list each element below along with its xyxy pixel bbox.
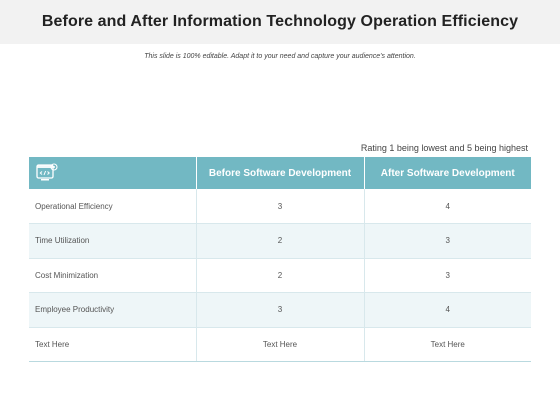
- table-row: Cost Minimization 2 3: [29, 258, 531, 293]
- after-value: 3: [363, 258, 531, 293]
- table-row: Time Utilization 2 3: [29, 223, 531, 259]
- before-value: 3: [195, 292, 364, 328]
- after-value: 4: [363, 189, 531, 224]
- row-label: Time Utilization: [29, 223, 196, 259]
- row-label: Cost Minimization: [29, 258, 196, 293]
- table-row: Employee Productivity 3 4: [29, 292, 531, 328]
- row-label: Employee Productivity: [29, 292, 196, 328]
- table-row: Operational Efficiency 3 4: [29, 189, 531, 224]
- after-value: 3: [363, 223, 531, 259]
- slide-title: Before and After Information Technology …: [41, 13, 519, 30]
- row-label: Text Here: [29, 327, 196, 362]
- rating-note: Rating 1 being lowest and 5 being highes…: [360, 143, 528, 153]
- slide-subtitle: This slide is 100% editable. Adapt it to…: [144, 53, 416, 60]
- before-value: 3: [195, 189, 364, 224]
- header-after: After Software Development: [363, 157, 531, 189]
- header-before: Before Software Development: [195, 157, 364, 189]
- title-bar: Before and After Information Technology …: [0, 0, 560, 44]
- before-value: Text Here: [195, 327, 364, 362]
- table-row: Text Here Text Here Text Here: [29, 327, 531, 362]
- before-value: 2: [195, 223, 364, 259]
- table-header-row: Before Software Development After Softwa…: [29, 157, 531, 189]
- header-icon-cell: [29, 157, 196, 189]
- after-value: Text Here: [363, 327, 531, 362]
- after-value: 4: [363, 292, 531, 328]
- computer-code-icon: [35, 162, 59, 184]
- comparison-table: Before Software Development After Softwa…: [29, 157, 531, 362]
- before-value: 2: [195, 258, 364, 293]
- row-label: Operational Efficiency: [29, 189, 196, 224]
